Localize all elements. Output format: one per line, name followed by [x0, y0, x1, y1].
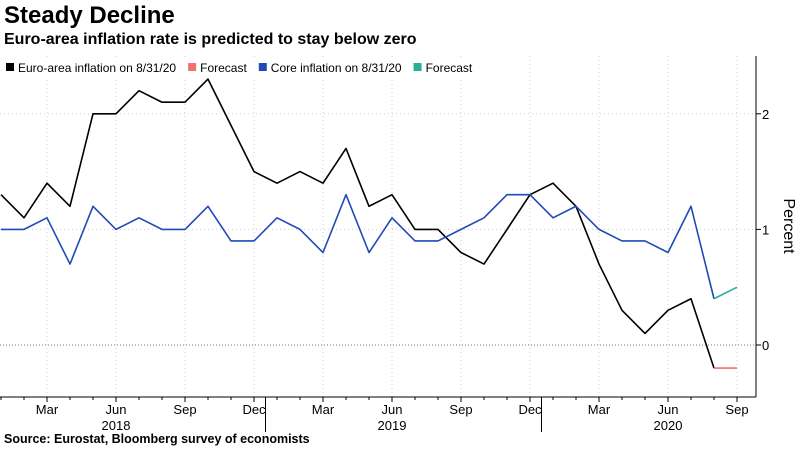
x-tick-label: Dec: [242, 402, 266, 417]
x-tick-label: Jun: [106, 402, 127, 417]
legend-background: [2, 58, 500, 78]
x-tick-label: Dec: [518, 402, 542, 417]
source-note: Source: Eurostat, Bloomberg survey of ec…: [4, 432, 310, 446]
chart-subtitle: Euro-area inflation rate is predicted to…: [4, 31, 417, 48]
legend-label: Core inflation on 8/31/20: [271, 61, 402, 75]
axes: 0 1 2 Percent Mar Jun Sep Dec Mar Jun Sep Dec Mar Jun…: [0, 56, 797, 433]
year-label: 2020: [654, 418, 683, 433]
series-line: [713, 286, 738, 300]
legend-swatch: [258, 63, 267, 71]
chart-title: Steady Decline: [4, 2, 175, 29]
x-tick-label: Jun: [658, 402, 679, 417]
x-tick-label: Jun: [382, 402, 403, 417]
year-label: 2018: [102, 418, 131, 433]
legend: Euro-area inflation on 8/31/20 Forecast Co…: [2, 58, 500, 78]
legend-label: Forecast: [426, 61, 473, 75]
legend-swatch: [413, 63, 422, 71]
x-tick-label: Mar: [312, 402, 335, 417]
series-line: [0, 78, 715, 369]
x-tick-label: Mar: [588, 402, 611, 417]
y-axis-title: Percent: [780, 198, 797, 254]
year-label: 2019: [378, 418, 407, 433]
x-tick-label: Sep: [449, 402, 472, 417]
legend-swatch: [188, 63, 197, 71]
y-tick-label: 2: [762, 107, 769, 122]
legend-swatch: [6, 63, 14, 71]
y-tick-label: 0: [762, 338, 769, 353]
x-tick-label: Sep: [173, 402, 196, 417]
legend-label: Euro-area inflation on 8/31/20: [18, 61, 176, 75]
legend-label: Forecast: [200, 61, 247, 75]
y-tick-label: 1: [762, 222, 769, 237]
series-line: [1, 193, 715, 299]
series-lines: [0, 78, 738, 369]
x-tick-label: Mar: [36, 402, 59, 417]
x-tick-label: Sep: [725, 402, 748, 417]
